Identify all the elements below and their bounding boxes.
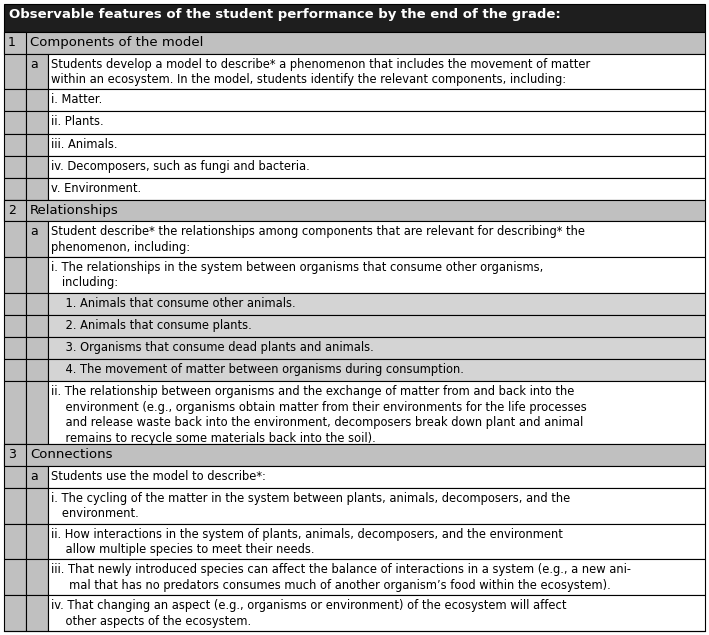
Bar	[48, 559, 705, 595]
Bar	[26, 465, 48, 488]
Bar	[26, 315, 48, 337]
Bar	[4, 488, 26, 523]
Bar	[4, 200, 705, 221]
Bar	[26, 381, 48, 444]
Text: i. Matter.: i. Matter.	[51, 93, 102, 106]
Bar	[48, 595, 705, 631]
Bar	[4, 178, 26, 200]
Bar	[48, 523, 705, 559]
Bar	[26, 337, 48, 359]
Text: 3. Organisms that consume dead plants and animals.: 3. Organisms that consume dead plants an…	[51, 341, 374, 354]
Bar	[26, 178, 48, 200]
Bar	[26, 257, 48, 293]
Bar	[26, 359, 48, 381]
Bar	[26, 559, 48, 595]
Text: 1: 1	[8, 36, 16, 50]
Bar	[4, 32, 705, 53]
Text: Observable features of the student performance by the end of the grade:: Observable features of the student perfo…	[9, 8, 561, 21]
Bar	[48, 178, 705, 200]
Bar	[4, 595, 26, 631]
Text: iv. Decomposers, such as fungi and bacteria.: iv. Decomposers, such as fungi and bacte…	[51, 160, 310, 173]
Bar	[26, 523, 48, 559]
Bar	[4, 156, 26, 178]
Bar	[4, 381, 26, 444]
Text: Students develop a model to describe* a phenomenon that includes the movement of: Students develop a model to describe* a …	[51, 58, 591, 86]
Bar	[26, 112, 48, 133]
Text: i. The relationships in the system between organisms that consume other organism: i. The relationships in the system betwe…	[51, 261, 543, 290]
Bar	[4, 293, 26, 315]
Bar	[26, 156, 48, 178]
Bar	[4, 359, 26, 381]
Text: ii. Plants.: ii. Plants.	[51, 116, 104, 128]
Text: Relationships: Relationships	[30, 204, 118, 217]
Text: iii. That newly introduced species can affect the balance of interactions in a s: iii. That newly introduced species can a…	[51, 563, 631, 592]
Bar	[48, 112, 705, 133]
Bar	[4, 4, 705, 32]
Bar	[48, 53, 705, 90]
Bar	[48, 90, 705, 112]
Text: 2. Animals that consume plants.: 2. Animals that consume plants.	[51, 319, 252, 332]
Bar	[48, 133, 705, 156]
Bar	[4, 559, 26, 595]
Text: ii. How interactions in the system of plants, animals, decomposers, and the envi: ii. How interactions in the system of pl…	[51, 528, 563, 556]
Bar	[48, 293, 705, 315]
Bar	[48, 381, 705, 444]
Bar	[4, 90, 26, 112]
Bar	[26, 293, 48, 315]
Bar	[48, 156, 705, 178]
Bar	[4, 315, 26, 337]
Bar	[4, 337, 26, 359]
Bar	[26, 53, 48, 90]
Text: Components of the model: Components of the model	[30, 36, 203, 50]
Bar	[48, 465, 705, 488]
Text: 3: 3	[8, 448, 16, 462]
Bar	[26, 595, 48, 631]
Text: a: a	[30, 58, 38, 70]
Bar	[48, 359, 705, 381]
Text: i. The cycling of the matter in the system between plants, animals, decomposers,: i. The cycling of the matter in the syst…	[51, 491, 570, 520]
Bar	[4, 523, 26, 559]
Bar	[26, 133, 48, 156]
Bar	[26, 221, 48, 257]
Bar	[4, 112, 26, 133]
Bar	[48, 315, 705, 337]
Text: iv. That changing an aspect (e.g., organisms or environment) of the ecosystem wi: iv. That changing an aspect (e.g., organ…	[51, 599, 566, 627]
Bar	[48, 488, 705, 523]
Text: Student describe* the relationships among components that are relevant for descr: Student describe* the relationships amon…	[51, 225, 585, 253]
Text: a: a	[30, 469, 38, 483]
Bar	[4, 53, 26, 90]
Bar	[4, 465, 26, 488]
Bar	[4, 221, 26, 257]
Text: a: a	[30, 225, 38, 238]
Bar	[4, 444, 26, 465]
Bar	[48, 257, 705, 293]
Text: Students use the model to describe*:: Students use the model to describe*:	[51, 469, 266, 483]
Bar	[48, 337, 705, 359]
Bar	[4, 444, 705, 465]
Bar	[26, 90, 48, 112]
Bar	[26, 488, 48, 523]
Bar	[4, 32, 26, 53]
Text: 4. The movement of matter between organisms during consumption.: 4. The movement of matter between organi…	[51, 363, 464, 376]
Bar	[48, 221, 705, 257]
Bar	[4, 133, 26, 156]
Text: 1. Animals that consume other animals.: 1. Animals that consume other animals.	[51, 297, 296, 310]
Text: iii. Animals.: iii. Animals.	[51, 138, 118, 150]
Bar	[4, 257, 26, 293]
Text: 2: 2	[8, 204, 16, 217]
Text: Connections: Connections	[30, 448, 113, 462]
Bar	[4, 200, 26, 221]
Text: v. Environment.: v. Environment.	[51, 182, 141, 195]
Text: ii. The relationship between organisms and the exchange of matter from and back : ii. The relationship between organisms a…	[51, 385, 587, 444]
